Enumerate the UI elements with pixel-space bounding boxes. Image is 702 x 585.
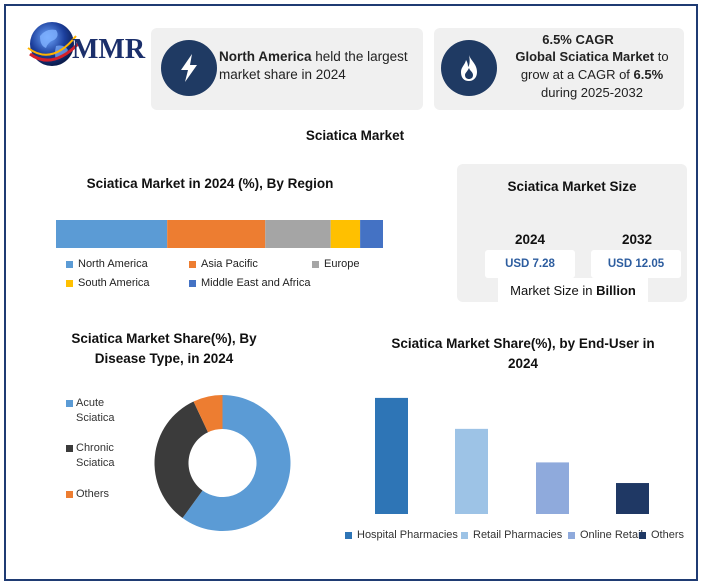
- cagr-bold-market: Global Sciatica Market: [515, 49, 655, 64]
- market-size-unit-prefix: Market Size in: [510, 282, 593, 298]
- region-chart-title: Sciatica Market in 2024 (%), By Region: [86, 176, 334, 191]
- disease-legend-label: Others: [76, 488, 110, 500]
- legend-swatch: [66, 279, 73, 287]
- disease-legend-label: Acute: [76, 397, 105, 409]
- region-legend-item-europe: Europe: [312, 258, 359, 270]
- globe-icon: [27, 22, 80, 66]
- enduser-legend-item-hospital-pharmacies: Hospital Pharmacies: [345, 529, 458, 541]
- market-size-unit: Market Size in Billion: [498, 278, 648, 302]
- region-legend-label: Asia Pacific: [201, 258, 258, 270]
- enduser-bar-hospital-pharmacies: [375, 397, 408, 514]
- year-2032-label: 2032: [621, 232, 653, 247]
- region-segment-middle-east-and-africa: [360, 220, 383, 248]
- market-size-title: Sciatica Market Size: [507, 179, 637, 194]
- enduser-bar-chart: [375, 397, 649, 514]
- mmr-logo: MMR: [26, 14, 146, 76]
- year-2024-label: 2024: [514, 232, 546, 247]
- donut-slice-chronic-sciatica: [154, 401, 209, 519]
- size-2024-value: USD 7.28: [485, 250, 575, 278]
- legend-swatch: [189, 279, 196, 287]
- lightning-bolt-icon: [161, 40, 217, 96]
- legend-swatch: [66, 445, 73, 452]
- size-2032-value: USD 12.05: [591, 250, 681, 278]
- cagr-info-card: 6.5% CAGR Global Sciatica Market to grow…: [434, 28, 684, 110]
- enduser-legend-item-retail-pharmacies: Retail Pharmacies: [461, 529, 562, 541]
- disease-donut-chart: [154, 395, 291, 531]
- enduser-bar-online-retail: [536, 462, 569, 514]
- enduser-legend-label: Online Retail: [580, 529, 643, 541]
- logo-text: MMR: [72, 34, 146, 65]
- enduser-legend-label: Hospital Pharmacies: [357, 529, 458, 541]
- region-stacked-bar: [56, 220, 383, 248]
- enduser-chart-title: Sciatica Market Share(%), by End-User in…: [391, 336, 655, 371]
- region-segment-europe: [265, 220, 331, 248]
- north-america-bold: North America: [219, 49, 312, 64]
- enduser-bar-others: [616, 483, 649, 514]
- disease-legend-label: Sciatica: [76, 457, 115, 469]
- enduser-bar-retail-pharmacies: [455, 428, 488, 514]
- cagr-info-text: Global Sciatica Market to grow at a CAGR…: [502, 48, 682, 102]
- cagr-period: during 2025-2032: [541, 85, 643, 100]
- region-legend-item-south-america: South America: [66, 277, 150, 289]
- region-legend-label: North America: [78, 258, 148, 270]
- north-america-info-card: North America held the largest market sh…: [151, 28, 423, 110]
- region-legend-label: Europe: [324, 258, 360, 270]
- region-legend-label: Middle East and Africa: [201, 277, 311, 289]
- legend-swatch: [66, 260, 73, 268]
- enduser-legend-item-online-retail: Online Retail: [568, 529, 643, 541]
- enduser-legend-label: Others: [651, 529, 685, 541]
- cagr-heading: 6.5% CAGR: [542, 32, 614, 47]
- cagr-rate: 6.5%: [633, 67, 664, 82]
- legend-swatch: [568, 531, 575, 539]
- main-title: Sciatica Market: [305, 128, 405, 143]
- region-segment-north-america: [56, 220, 168, 248]
- disease-legend-label: Chronic: [76, 442, 114, 454]
- disease-legend-item-chronic-sciatica: Chronic Sciatica: [66, 441, 115, 471]
- disease-legend-label: Sciatica: [76, 412, 115, 424]
- market-size-panel: Sciatica Market Size 2024 2032 USD 7.28 …: [457, 164, 687, 302]
- north-america-info-text: North America held the largest market sh…: [219, 48, 419, 84]
- legend-swatch: [345, 531, 352, 539]
- flame-icon: [441, 40, 497, 96]
- north-america-rest: held the largest market share in 2024: [219, 49, 408, 82]
- region-segment-asia-pacific: [167, 220, 266, 248]
- region-legend-item-north-america: North America: [66, 258, 148, 270]
- legend-swatch: [189, 260, 196, 268]
- enduser-legend: Hospital Pharmacies Retail Pharmacies Onli…: [345, 529, 695, 545]
- cagr-mid: to grow at a CAGR of: [520, 49, 669, 82]
- legend-swatch: [639, 531, 646, 539]
- region-legend-item-asia-pacific: Asia Pacific: [189, 258, 258, 270]
- legend-swatch: [66, 400, 73, 407]
- legend-swatch: [461, 531, 468, 539]
- legend-swatch: [312, 260, 319, 268]
- disease-legend-item-others: Others: [66, 487, 110, 502]
- disease-chart-title: Sciatica Market Share(%), By Disease Typ…: [71, 331, 257, 366]
- market-size-unit-bold: Billion: [596, 282, 636, 298]
- disease-legend-item-acute-sciatica: Acute Sciatica: [66, 396, 115, 426]
- region-segment-south-america: [330, 220, 361, 248]
- donut-slice-others: [193, 395, 223, 433]
- enduser-legend-label: Retail Pharmacies: [473, 529, 563, 541]
- donut-slice-acute-sciatica: [182, 395, 291, 531]
- legend-swatch: [66, 491, 73, 498]
- region-legend-item-middle-east-and-africa: Middle East and Africa: [189, 277, 310, 289]
- region-legend-label: South America: [78, 277, 150, 289]
- enduser-legend-item-others: Others: [639, 529, 684, 541]
